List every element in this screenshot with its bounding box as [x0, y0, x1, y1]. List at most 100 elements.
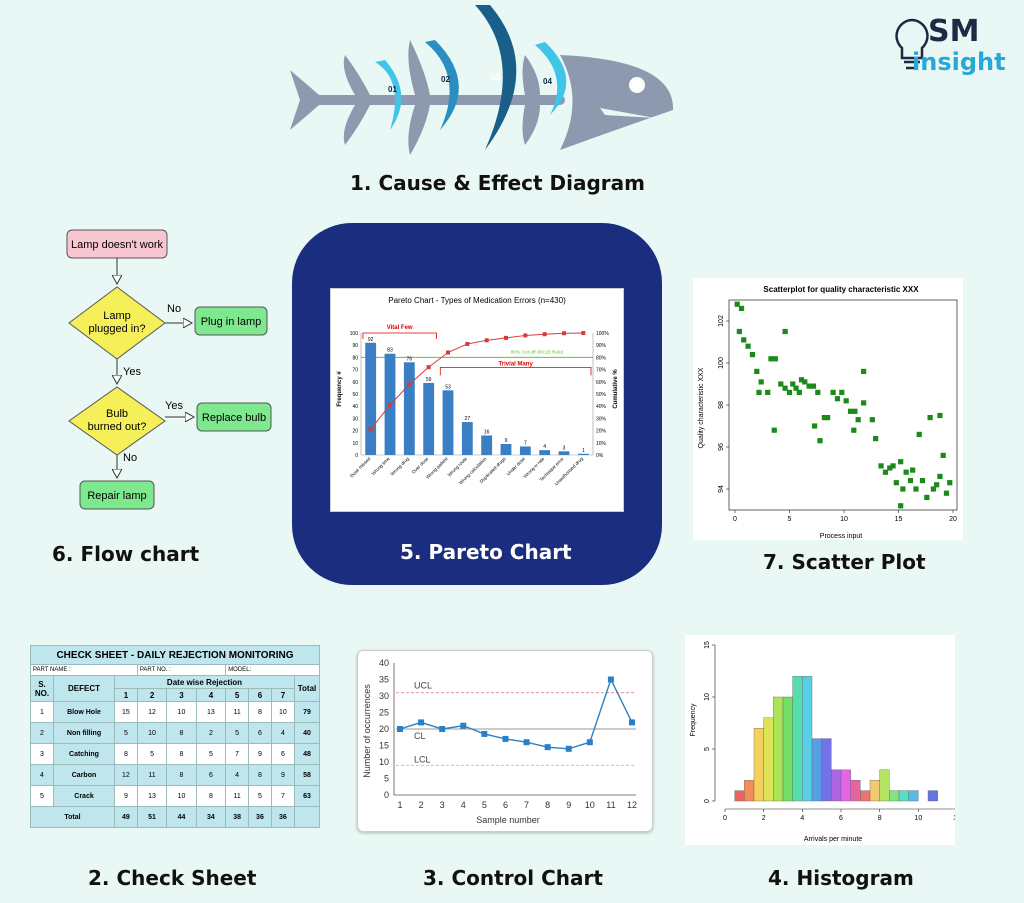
row-value: 8 [248, 701, 272, 723]
hist-bar [811, 738, 822, 802]
bone-label-04: 04 [543, 77, 552, 86]
pareto-bar [423, 383, 435, 455]
pareto-y2label: Cumulative % [613, 369, 619, 409]
control-xtick: 9 [566, 800, 571, 810]
check-sheet-total-row: Total 49 51 44 34 38 36 36 [30, 806, 320, 828]
scatter-point [736, 328, 742, 335]
scatter-point [913, 486, 919, 492]
control-xtick: 7 [524, 800, 529, 810]
row-defect: Non filling [53, 722, 115, 744]
pareto-ytick: 100 [350, 331, 359, 337]
control-series-line [399, 677, 633, 750]
row-value: 11 [225, 701, 250, 723]
row-sno: 2 [30, 722, 54, 744]
column-total: 38 [225, 806, 250, 828]
scatter-point [796, 389, 802, 395]
pareto-y2tick: 50% [596, 392, 607, 398]
flow-yes-label-1: Yes [123, 366, 141, 378]
scatter-point [852, 408, 858, 414]
hist-ytick: 15 [704, 641, 711, 649]
trivial-many-bracket [439, 367, 592, 376]
control-xtick: 1 [397, 800, 402, 810]
check-sheet-title: CHECK SHEET - DAILY REJECTION MONITORING [30, 645, 320, 665]
control-point [418, 719, 425, 726]
row-value: 13 [136, 785, 168, 807]
control-point [544, 744, 551, 751]
pareto-ytick: 10 [352, 441, 358, 447]
control-point [565, 745, 572, 752]
scatter-point [916, 431, 922, 437]
hist-bar [802, 676, 813, 802]
pareto-data-label: 92 [368, 337, 374, 343]
logo-line1: SM [928, 14, 980, 49]
pareto-y2tick: 100% [596, 331, 609, 337]
hist-bar [744, 779, 755, 802]
scatter-point [817, 438, 823, 444]
hist-bar [869, 779, 880, 802]
pareto-category-label: Over dose [411, 456, 430, 475]
flow-action-2-box [196, 402, 272, 432]
flow-decision-2-line2: burned out? [88, 421, 147, 433]
scatter-point [834, 396, 841, 402]
column-total: 44 [166, 806, 197, 828]
scatter-point [830, 389, 836, 395]
pareto-category-label: Dose missed [349, 456, 372, 479]
control-xtick: 5 [482, 800, 487, 810]
flow-chart: Lamp doesn't work Lamp plugged in? No Pl… [66, 229, 272, 510]
pareto-cumulative-point [523, 333, 528, 338]
hist-bar [792, 676, 803, 802]
scatter-ytick: 94 [718, 485, 725, 493]
scatter-point [934, 482, 940, 488]
row-value: 10 [136, 722, 168, 744]
control-xtick: 6 [503, 800, 508, 810]
pareto-bar [481, 435, 493, 455]
scatter-point [810, 383, 817, 389]
scatter-point [839, 389, 845, 395]
hist-bar [898, 790, 909, 802]
row-value: 9 [114, 785, 138, 807]
row-value: 8 [166, 764, 197, 786]
row-defect: Blow Hole [53, 701, 115, 723]
column-total: 36 [270, 806, 296, 828]
caption-control: 3. Control Chart [423, 866, 603, 890]
row-value: 5 [248, 785, 272, 807]
day-header: 4 [195, 688, 227, 702]
check-sheet-row: 2 Non filling 5 10 8 2 5 6 4 40 [30, 722, 320, 744]
sno-header: S. NO. [30, 675, 54, 702]
column-total: 49 [114, 806, 138, 828]
control-xtick: 4 [461, 800, 466, 810]
scatter-point [947, 480, 953, 486]
scatter-point [790, 381, 796, 387]
row-total: 58 [294, 764, 320, 786]
bone-02 [425, 40, 459, 130]
pareto-bar [403, 362, 415, 455]
control-ytick: 35 [379, 675, 389, 685]
scatter-point [847, 408, 854, 414]
scatter-point [782, 328, 788, 335]
scatter-ylabel: Quality characteristic XXX [698, 367, 705, 448]
row-value: 15 [114, 701, 138, 723]
vital-few-label: Vital Few [387, 325, 413, 331]
scatter-xtick: 20 [949, 516, 957, 523]
check-sheet-row: 1 Blow Hole 15 12 10 13 11 8 10 79 [30, 701, 320, 723]
control-ytick: 5 [384, 774, 389, 784]
day-header: 3 [166, 688, 197, 702]
pareto-cumulative-point [388, 402, 392, 407]
control-ytick: 40 [379, 658, 389, 668]
pareto-bar [519, 446, 531, 455]
pareto-y2tick: 0% [596, 453, 604, 459]
control-point [502, 735, 509, 742]
fish-head-shape [560, 55, 674, 150]
row-value: 12 [114, 764, 138, 786]
bone-04 [535, 42, 567, 115]
control-card: Sample number Number of occurrences 0 5 10… [357, 650, 653, 832]
pareto-cumulative-point [465, 341, 470, 346]
hist-xtick: 4 [800, 815, 804, 822]
caption-cause-effect: 1. Cause & Effect Diagram [350, 171, 645, 195]
control-ytick: 10 [379, 757, 389, 767]
pareto-data-label: 4 [543, 444, 546, 450]
control-xtick: 3 [440, 800, 445, 810]
caption-pareto: 5. Pareto Chart [400, 540, 572, 564]
row-sno: 5 [30, 785, 54, 807]
row-value: 5 [136, 743, 168, 765]
